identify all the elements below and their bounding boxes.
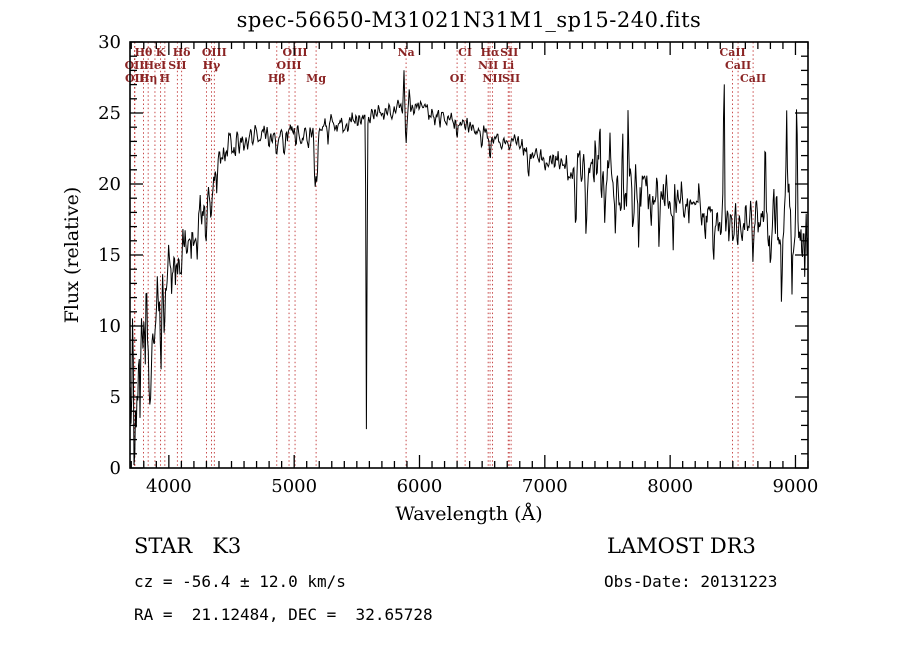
spectral-line-label: CaII (740, 72, 766, 85)
obs-date-text: Obs-Date: 20131223 (604, 572, 778, 591)
y-tick-label: 30 (98, 32, 121, 53)
x-tick-label: 4000 (146, 476, 192, 497)
x-tick-label: 8000 (647, 476, 693, 497)
ra-dec-text: RA = 21.12484, DEC = 32.65728 (134, 605, 433, 624)
spectral-line-label: CaII (725, 59, 751, 72)
x-tick-label: 9000 (773, 476, 819, 497)
spectral-line-label: OIII (277, 59, 302, 72)
x-tick-label: 7000 (522, 476, 568, 497)
spectral-line-label: Na (397, 46, 414, 59)
y-tick-label: 25 (98, 103, 121, 124)
y-axis-label: Flux (relative) (61, 186, 83, 324)
spectral-line-label: G (202, 72, 211, 85)
spectral-line-label: OIII (283, 46, 308, 59)
spectral-line-label: Hδ (173, 46, 191, 59)
spectral-line-label: Li (502, 59, 514, 72)
spectral-line-label: Hα (481, 46, 500, 59)
spectral-line-label: Mg (306, 72, 326, 85)
spectral-line-label: CaII (719, 46, 745, 59)
x-tick-label: 6000 (397, 476, 443, 497)
spectral-line-label: K (156, 46, 166, 59)
plot-canvas: OIIOIIHθHηHeIKHSIIHδGHγOIIIHβOIIIOIIIMgN… (98, 32, 819, 497)
spectral-line-label: Hθ (135, 46, 153, 59)
spectral-line-label: Hγ (203, 59, 221, 72)
x-tick-label: 5000 (271, 476, 317, 497)
spectral-line-label: CI (458, 46, 472, 59)
spectrum-path (129, 70, 809, 466)
spectral-line-label: OIII (202, 46, 227, 59)
redshift-velocity-text: cz = -56.4 ± 12.0 km/s (134, 572, 346, 591)
y-tick-label: 0 (110, 458, 121, 479)
spectral-line-label: OI (450, 72, 465, 85)
spectral-line-label: Hβ (268, 72, 286, 85)
object-class-label: STAR K3 (134, 534, 242, 558)
plot-title: spec-56650-M31021N31M1_sp15-240.fits (236, 8, 702, 32)
x-axis-label: Wavelength (Å) (395, 503, 543, 525)
survey-label: LAMOST DR3 (607, 534, 756, 558)
y-tick-label: 5 (110, 387, 121, 408)
plot-frame (129, 41, 809, 469)
spectral-line-label: SII (500, 46, 518, 59)
spectral-line-label: H (160, 72, 170, 85)
y-tick-label: 20 (98, 174, 121, 195)
y-tick-label: 10 (98, 316, 121, 337)
spectral-line-label: SII (502, 72, 520, 85)
spectral-line-label: SII (168, 59, 186, 72)
spectral-line-label: NII (478, 59, 498, 72)
spectral-line-label: Hη (139, 72, 157, 85)
spectral-line-label: NII (482, 72, 502, 85)
spectral-line-label: HeI (144, 59, 167, 72)
y-tick-label: 15 (98, 245, 121, 266)
